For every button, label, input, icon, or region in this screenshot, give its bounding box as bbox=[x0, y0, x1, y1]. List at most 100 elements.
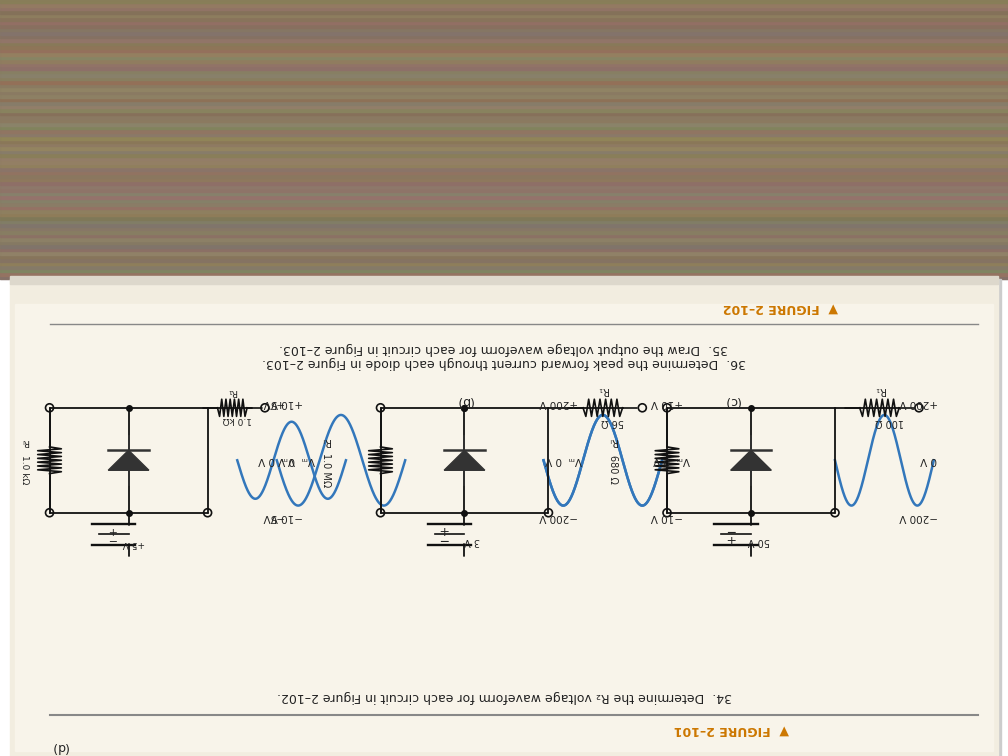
Text: Rₗ: Rₗ bbox=[609, 436, 617, 446]
Bar bbox=[0, 233, 1008, 237]
Bar bbox=[0, 34, 1008, 39]
Bar bbox=[0, 246, 1008, 251]
Text: 50 V: 50 V bbox=[748, 536, 770, 547]
Bar bbox=[0, 65, 1008, 70]
Bar bbox=[0, 198, 1008, 203]
Text: R₁: R₁ bbox=[228, 386, 237, 395]
Text: +10 V: +10 V bbox=[270, 398, 302, 408]
Bar bbox=[0, 261, 1008, 265]
Bar bbox=[0, 76, 1008, 80]
Bar bbox=[0, 194, 1008, 199]
Text: 680 Ω: 680 Ω bbox=[608, 455, 618, 485]
Bar bbox=[0, 114, 1008, 119]
Bar bbox=[0, 62, 1008, 67]
Text: 3 V: 3 V bbox=[465, 536, 481, 547]
Bar bbox=[0, 177, 1008, 181]
Text: 1.0 kΩ: 1.0 kΩ bbox=[20, 455, 29, 485]
Bar bbox=[0, 110, 1008, 115]
Text: 35.  Draw the output voltage waveform for each circuit in Figure 2–103.: 35. Draw the output voltage waveform for… bbox=[279, 342, 729, 355]
Text: 0 V: 0 V bbox=[920, 455, 937, 465]
Text: +5 V: +5 V bbox=[122, 539, 144, 548]
Text: +: + bbox=[437, 523, 449, 536]
Bar bbox=[0, 118, 1008, 122]
Text: (c): (c) bbox=[723, 394, 740, 407]
Bar bbox=[0, 166, 1008, 171]
Text: +200 V: +200 V bbox=[900, 398, 938, 408]
Text: ▼  FIGURE 2–102: ▼ FIGURE 2–102 bbox=[723, 301, 839, 314]
Bar bbox=[0, 121, 1008, 125]
Bar bbox=[0, 93, 1008, 98]
Bar bbox=[0, 191, 1008, 195]
Text: −200 V: −200 V bbox=[899, 513, 938, 522]
Bar bbox=[0, 13, 1008, 17]
Bar bbox=[0, 20, 1008, 24]
Bar bbox=[0, 149, 1008, 153]
Bar bbox=[0, 170, 1008, 175]
Bar bbox=[0, 142, 1008, 147]
Bar bbox=[0, 58, 1008, 63]
Bar bbox=[0, 132, 1008, 136]
Bar bbox=[13, 279, 1001, 756]
Text: Rₗ: Rₗ bbox=[322, 436, 331, 446]
Text: 100 Ω: 100 Ω bbox=[875, 417, 904, 427]
Text: +200 V: +200 V bbox=[539, 398, 578, 408]
Bar bbox=[0, 257, 1008, 262]
Bar bbox=[0, 218, 1008, 223]
Bar bbox=[0, 240, 1008, 244]
Text: −200 V: −200 V bbox=[539, 513, 578, 522]
Bar bbox=[0, 187, 1008, 192]
Bar bbox=[0, 173, 1008, 178]
Text: +5V: +5V bbox=[261, 398, 283, 408]
Text: −10 V: −10 V bbox=[270, 513, 302, 522]
Bar bbox=[0, 82, 1008, 87]
Bar bbox=[0, 45, 1008, 49]
Bar bbox=[0, 201, 1008, 206]
Bar bbox=[0, 184, 1008, 188]
Bar bbox=[0, 160, 1008, 164]
Text: (d): (d) bbox=[50, 740, 69, 753]
Bar bbox=[0, 10, 1008, 14]
Bar bbox=[0, 37, 1008, 42]
Bar bbox=[0, 0, 1008, 279]
Text: +: + bbox=[106, 525, 116, 535]
Bar bbox=[0, 271, 1008, 275]
Bar bbox=[0, 86, 1008, 91]
Bar bbox=[0, 215, 1008, 220]
Text: R₁: R₁ bbox=[598, 385, 608, 395]
Polygon shape bbox=[445, 451, 485, 470]
Bar bbox=[10, 276, 998, 284]
Bar bbox=[0, 156, 1008, 160]
Text: −: − bbox=[724, 523, 735, 536]
Bar bbox=[0, 6, 1008, 11]
Text: +: + bbox=[724, 532, 735, 546]
Text: 1.0 MΩ: 1.0 MΩ bbox=[322, 453, 332, 487]
Bar bbox=[10, 279, 998, 756]
Bar bbox=[0, 208, 1008, 212]
Bar bbox=[0, 222, 1008, 227]
Bar bbox=[0, 17, 1008, 21]
Text: −10 V: −10 V bbox=[651, 513, 683, 522]
Text: −: − bbox=[437, 532, 448, 546]
Bar bbox=[0, 107, 1008, 112]
Bar bbox=[0, 205, 1008, 209]
Bar bbox=[0, 90, 1008, 94]
Bar bbox=[0, 181, 1008, 184]
Text: Vₘ  0 V: Vₘ 0 V bbox=[258, 455, 295, 465]
Bar bbox=[0, 41, 1008, 45]
Text: Vₘ  0 V: Vₘ 0 V bbox=[545, 455, 582, 465]
Text: Rₗ: Rₗ bbox=[21, 437, 28, 446]
Bar bbox=[0, 163, 1008, 167]
Bar bbox=[0, 97, 1008, 101]
Bar bbox=[0, 212, 1008, 216]
Bar bbox=[0, 153, 1008, 157]
Bar bbox=[0, 104, 1008, 108]
Text: (b): (b) bbox=[456, 394, 474, 407]
Text: 1.0 kΩ: 1.0 kΩ bbox=[223, 415, 252, 424]
Bar bbox=[0, 73, 1008, 76]
Bar bbox=[0, 243, 1008, 248]
Text: 34.  Determine the R₂ voltage waveform for each circuit in Figure 2–102.: 34. Determine the R₂ voltage waveform fo… bbox=[276, 690, 732, 703]
Bar bbox=[0, 30, 1008, 35]
Bar bbox=[0, 23, 1008, 28]
Text: +10 V: +10 V bbox=[651, 398, 683, 408]
Bar bbox=[0, 27, 1008, 32]
